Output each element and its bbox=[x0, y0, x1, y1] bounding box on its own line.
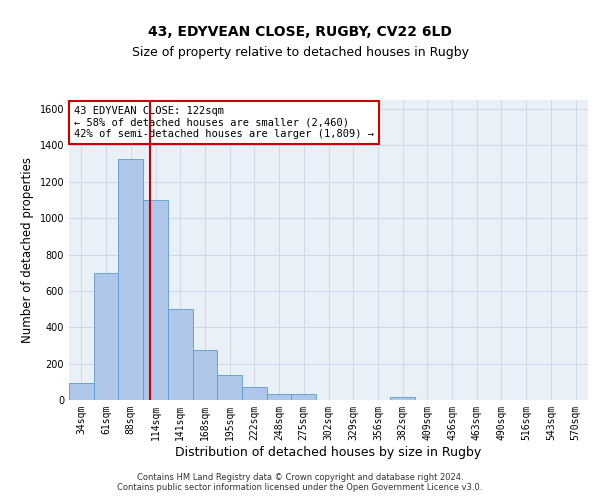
Bar bbox=[69, 382, 94, 400]
X-axis label: Distribution of detached houses by size in Rugby: Distribution of detached houses by size … bbox=[175, 446, 482, 458]
Bar bbox=[143, 200, 168, 400]
Bar bbox=[94, 272, 118, 400]
Text: 43 EDYVEAN CLOSE: 122sqm
← 58% of detached houses are smaller (2,460)
42% of sem: 43 EDYVEAN CLOSE: 122sqm ← 58% of detach… bbox=[74, 106, 374, 139]
Bar bbox=[267, 394, 292, 400]
Text: Contains HM Land Registry data © Crown copyright and database right 2024.
Contai: Contains HM Land Registry data © Crown c… bbox=[118, 473, 482, 492]
Text: Size of property relative to detached houses in Rugby: Size of property relative to detached ho… bbox=[131, 46, 469, 59]
Bar bbox=[118, 159, 143, 400]
Bar bbox=[168, 309, 193, 400]
Y-axis label: Number of detached properties: Number of detached properties bbox=[21, 157, 34, 343]
Text: 43, EDYVEAN CLOSE, RUGBY, CV22 6LD: 43, EDYVEAN CLOSE, RUGBY, CV22 6LD bbox=[148, 26, 452, 40]
Bar bbox=[390, 398, 415, 400]
Bar bbox=[217, 376, 242, 400]
Bar bbox=[193, 350, 217, 400]
Bar bbox=[292, 394, 316, 400]
Bar bbox=[242, 388, 267, 400]
